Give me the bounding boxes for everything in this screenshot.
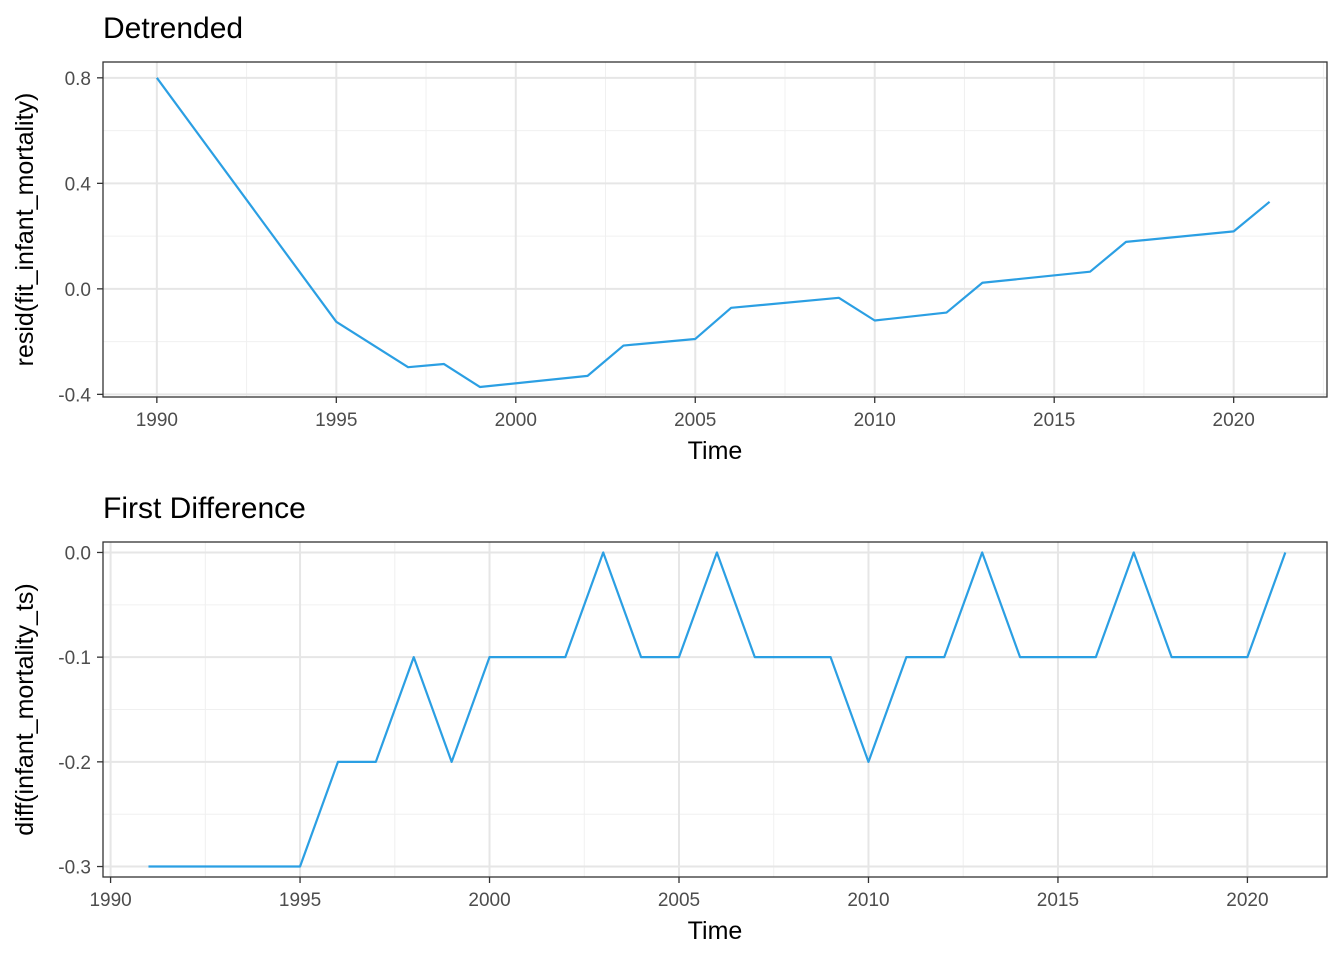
x-tick-label: 2005 — [658, 890, 700, 911]
y-axis-title: diff(infant_mortality_ts) — [11, 583, 39, 835]
y-tick-label: 0.0 — [65, 280, 91, 301]
x-tick-label: 2015 — [1033, 410, 1075, 431]
y-tick-label: 0.4 — [65, 174, 92, 195]
x-tick-label: 1990 — [89, 890, 131, 911]
y-tick-label: -0.3 — [58, 858, 91, 879]
y-tick-label: 0.0 — [65, 543, 91, 564]
y-tick-label: -0.1 — [58, 648, 91, 669]
y-tick-label: -0.2 — [58, 753, 91, 774]
x-tick-label: 2010 — [847, 890, 889, 911]
chart-panel-1: Detrended 1990 1995 2000 2005 2010 2015 2020 -0.… — [11, 12, 1328, 465]
panel-border — [102, 61, 1328, 398]
y-axis-title: resid(fit_infant_mortality) — [11, 93, 39, 367]
chart-title: First Difference — [103, 492, 306, 525]
series-line-diff — [148, 551, 1287, 868]
series-line-resid — [155, 77, 1271, 389]
x-tick-label: 2000 — [468, 890, 510, 911]
x-axis-title: Time — [688, 917, 743, 945]
x-axis-title: Time — [688, 437, 743, 465]
x-tick-label: 2020 — [1226, 890, 1268, 911]
chart-title: Detrended — [103, 12, 243, 45]
x-tick-label: 2020 — [1213, 410, 1255, 431]
chart-panel-2: First Difference 1990 1995 2000 2005 2010 2015… — [11, 492, 1328, 945]
y-tick-label: 0.8 — [65, 69, 91, 90]
panel-border — [102, 541, 1328, 878]
y-tick-label: -0.4 — [58, 385, 91, 406]
x-tick-label: 1995 — [279, 890, 321, 911]
x-tick-label: 1990 — [136, 410, 178, 431]
x-tick-label: 2010 — [854, 410, 896, 431]
x-tick-label: 2015 — [1037, 890, 1079, 911]
x-tick-label: 1995 — [315, 410, 357, 431]
x-tick-label: 2000 — [495, 410, 537, 431]
x-tick-label: 2005 — [674, 410, 716, 431]
